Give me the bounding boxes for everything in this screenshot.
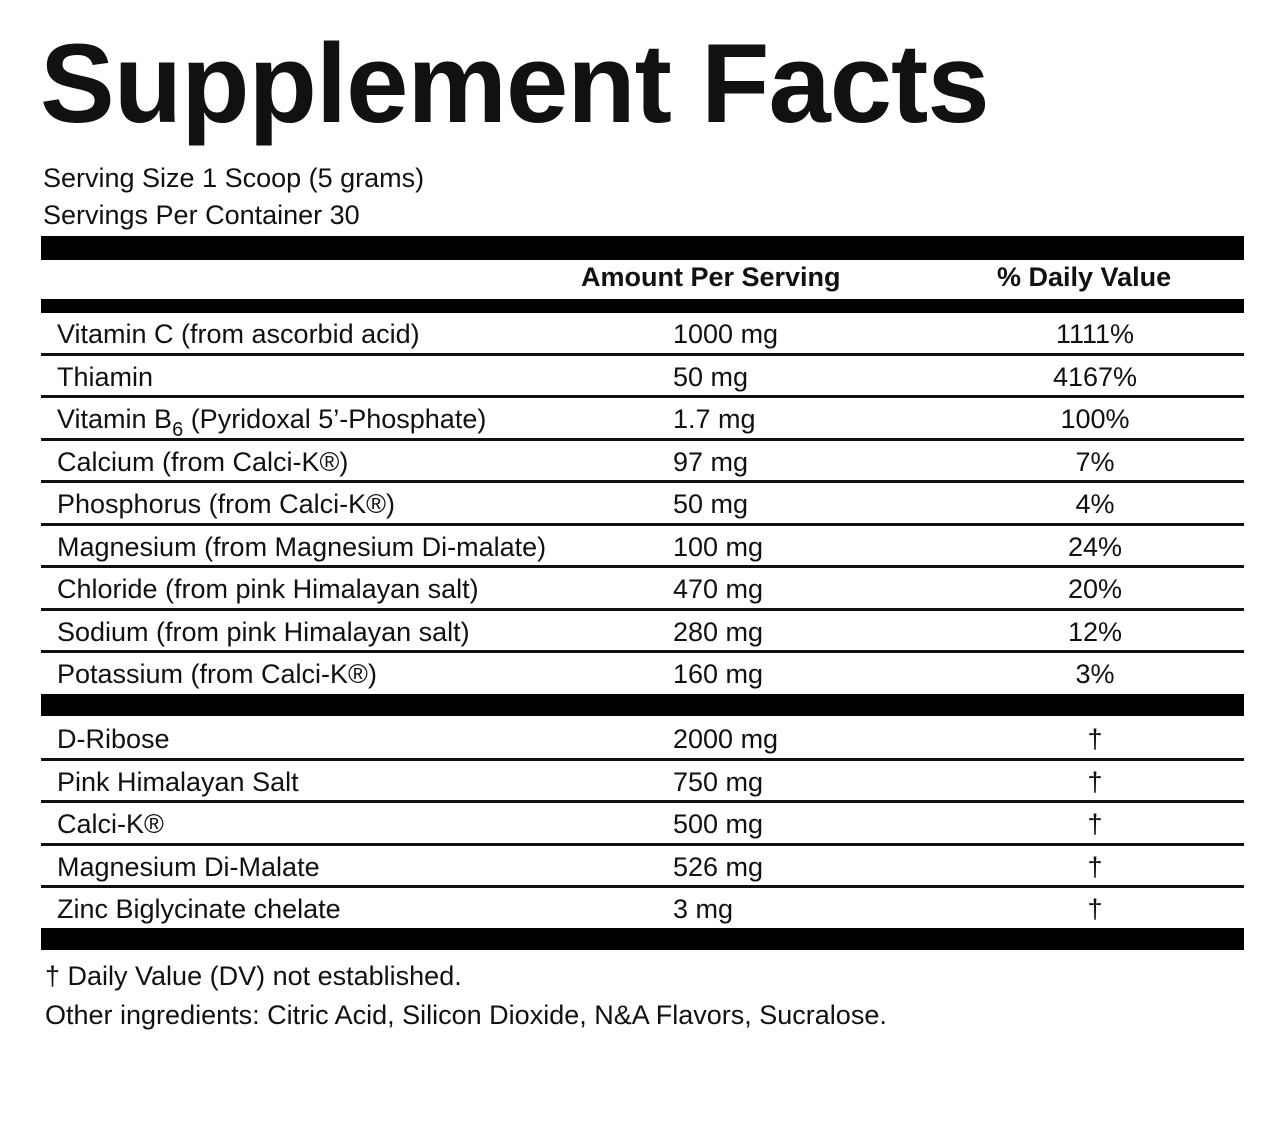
- divider: [41, 299, 1244, 313]
- table-row: Thiamin 50 mg 4167%: [41, 356, 1244, 398]
- amount: 97 mg: [673, 446, 749, 477]
- table-row: Vitamin C (from ascorbid acid) 1000 mg 111…: [41, 313, 1244, 356]
- table-row: Chloride (from pink Himalayan salt) 470 m…: [41, 568, 1244, 611]
- daily-value: 7%: [1075, 446, 1115, 477]
- nutrient-name: Calci-K®: [57, 809, 164, 839]
- amount: 470 mg: [673, 574, 764, 604]
- amount: 526 mg: [673, 851, 764, 882]
- table-row: Magnesium (from Magnesium Di-malate) 100 …: [41, 526, 1244, 568]
- daily-value: 24%: [1067, 531, 1123, 562]
- daily-value: 4167%: [1052, 361, 1138, 392]
- nutrient-name: Zinc Biglycinate chelate: [57, 894, 341, 924]
- daily-value: 1111%: [1055, 319, 1135, 349]
- amount: 3 mg: [673, 894, 734, 924]
- amount: 750 mg: [673, 766, 764, 797]
- daily-value: 4%: [1075, 489, 1115, 519]
- servings-per-container: Servings Per Container 30: [43, 200, 360, 230]
- thick-divider: [41, 236, 1244, 260]
- nutrient-name: Potassium (from Calci-K®): [57, 659, 377, 689]
- table-row: Zinc Biglycinate chelate 3 mg †: [41, 888, 1244, 928]
- nutrient-name: Vitamin B6 (Pyridoxal 5’-Phosphate): [57, 404, 487, 441]
- amount: 50 mg: [673, 489, 749, 519]
- thick-divider: [41, 694, 1244, 716]
- amount: 500 mg: [673, 809, 764, 839]
- nutrient-name: Phosphorus (from Calci-K®): [57, 489, 395, 519]
- amount: 100 mg: [673, 531, 764, 562]
- table-row: Phosphorus (from Calci-K®) 50 mg 4%: [41, 483, 1244, 526]
- daily-value: 20%: [1067, 574, 1123, 604]
- daily-value: †: [1087, 894, 1103, 924]
- nutrient-name: D-Ribose: [57, 724, 170, 754]
- thick-divider: [41, 928, 1244, 950]
- header-amount: Amount Per Serving: [581, 262, 841, 292]
- daily-value: †: [1087, 809, 1103, 839]
- amount: 1000 mg: [673, 319, 779, 349]
- page-title: Supplement Facts: [40, 21, 990, 146]
- table-row: Pink Himalayan Salt 750 mg †: [41, 761, 1244, 803]
- nutrient-name: Chloride (from pink Himalayan salt): [57, 574, 479, 604]
- table-row: Vitamin B6 (Pyridoxal 5’-Phosphate) 1.7 m…: [41, 398, 1244, 441]
- header-daily-value: % Daily Value: [997, 262, 1172, 292]
- serving-size: Serving Size 1 Scoop (5 grams): [43, 163, 425, 193]
- nutrient-name: Calcium (from Calci-K®): [57, 446, 349, 477]
- amount: 160 mg: [673, 659, 764, 689]
- nutrient-name: Vitamin C (from ascorbid acid): [57, 319, 420, 349]
- nutrient-table: Vitamin C (from ascorbid acid) 1000 mg 111…: [41, 313, 1244, 693]
- nutrient-name: Magnesium (from Magnesium Di-malate): [57, 531, 547, 562]
- amount: 2000 mg: [673, 724, 779, 754]
- amount: 280 mg: [673, 616, 764, 647]
- amount: 50 mg: [673, 361, 749, 392]
- ingredient-table: D-Ribose 2000 mg † Pink Himalayan Salt 750 m…: [41, 718, 1244, 928]
- daily-value: 3%: [1075, 659, 1115, 689]
- daily-value: †: [1087, 851, 1103, 882]
- daily-value: †: [1087, 766, 1103, 797]
- table-row: D-Ribose 2000 mg †: [41, 718, 1244, 761]
- nutrient-name: Magnesium Di-Malate: [57, 851, 320, 882]
- nutrient-name: Thiamin: [57, 361, 154, 392]
- nutrient-name: Sodium (from pink Himalayan salt): [57, 616, 470, 647]
- daily-value: 12%: [1067, 616, 1123, 647]
- nutrient-name: Pink Himalayan Salt: [57, 766, 299, 797]
- amount: 1.7 mg: [673, 404, 756, 434]
- table-row: Potassium (from Calci-K®) 160 mg 3%: [41, 653, 1244, 693]
- footnote: † Daily Value (DV) not established.: [45, 961, 462, 991]
- daily-value: 100%: [1060, 404, 1130, 434]
- other-ingredients: Other ingredients: Citric Acid, Silicon …: [45, 1000, 887, 1030]
- daily-value: †: [1087, 724, 1103, 754]
- table-row: Calcium (from Calci-K®) 97 mg 7%: [41, 441, 1244, 483]
- table-row: Calci-K® 500 mg †: [41, 803, 1244, 846]
- table-row: Sodium (from pink Himalayan salt) 280 mg 1…: [41, 611, 1244, 653]
- table-row: Magnesium Di-Malate 526 mg †: [41, 846, 1244, 888]
